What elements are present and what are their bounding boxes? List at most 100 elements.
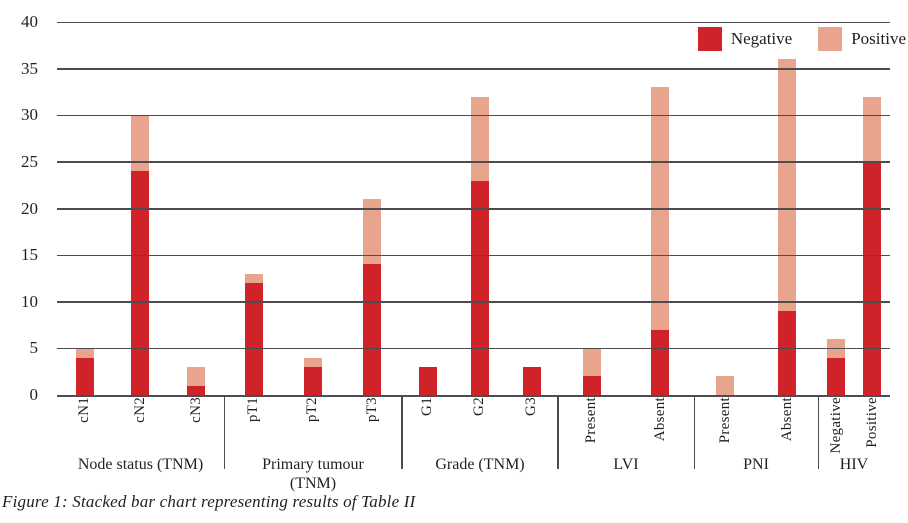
- x-tick-label: cN2: [132, 397, 148, 423]
- segment-positive: [363, 199, 382, 265]
- group-hiv: [818, 22, 890, 395]
- group-label: LVI: [613, 456, 639, 473]
- x-tick-label: G1: [419, 397, 436, 416]
- segment-positive: [131, 115, 150, 172]
- segment-negative: [131, 171, 150, 395]
- bar-pt1: [244, 273, 263, 395]
- x-tick-label: Absent: [651, 397, 668, 442]
- stacked-bar-chart: 0 5 10 15 20 25 30 35 40 Negative Positive cN1 cN2…: [0, 13, 906, 493]
- axis-group-hiv: Negative Positive HIV: [818, 397, 890, 489]
- segment-negative: [303, 367, 322, 395]
- segment-negative: [778, 311, 797, 395]
- bar-g3: [522, 367, 541, 395]
- group-pni: [694, 22, 818, 395]
- segment-positive: [716, 376, 734, 395]
- y-tick-label: 40: [21, 12, 38, 31]
- legend-swatch-negative: [697, 27, 722, 51]
- gridline-15: [57, 254, 890, 257]
- bar-pt3: [363, 199, 382, 395]
- gridline-10: [57, 301, 890, 303]
- axis-group-node-status-tnm-: cN1 cN2 cN3 Node status (TNM): [57, 395, 225, 489]
- segment-positive: [303, 357, 322, 368]
- bar-positive: [863, 96, 881, 395]
- tick-labels: Negative Positive: [818, 397, 890, 454]
- segment-negative: [418, 367, 437, 395]
- segment-negative: [863, 161, 881, 395]
- gridline-40: [57, 21, 890, 23]
- bar-groups: [57, 22, 890, 395]
- axis-group-primary-tumour-tnm-: pT1 pT2 pT3 Primary tumour (TNM): [224, 395, 403, 492]
- x-tick-label: cN3: [187, 397, 204, 423]
- axis-group-lvi: Present Absent LVI: [558, 395, 696, 489]
- bar-absent: [778, 59, 797, 395]
- tick-labels: Present Absent: [558, 397, 694, 451]
- segment-negative: [187, 385, 206, 395]
- y-tick-label: 10: [21, 291, 38, 311]
- legend-label: Positive: [851, 29, 906, 48]
- bar-cn2: [131, 115, 150, 395]
- y-axis-labels: 0 5 10 15 20 25 30 35 40: [0, 13, 44, 404]
- x-axis: cN1 cN2 cN3 Node status (TNM) pT1 pT2 pT3 Prima…: [57, 395, 890, 492]
- axis-group-pni: Present Absent PNI: [694, 395, 820, 489]
- gridline-20: [57, 208, 890, 210]
- plot-area: Negative Positive: [57, 21, 906, 397]
- y-tick-label: 0: [29, 385, 39, 404]
- bar-present: [582, 348, 601, 395]
- legend-item-negative: Negative: [697, 27, 793, 51]
- x-tick-label: pT2: [304, 397, 321, 423]
- group-grade-tnm-: [402, 22, 558, 395]
- group-label: Node status (TNM): [77, 456, 204, 473]
- group-label: Grade (TNM): [435, 456, 525, 473]
- segment-negative: [363, 264, 382, 395]
- segment-positive: [244, 273, 263, 284]
- x-tick-label: pT3: [363, 397, 380, 423]
- segment-positive: [470, 96, 489, 181]
- x-tick-label: G3: [523, 397, 540, 416]
- tick-labels: pT1 pT2 pT3: [224, 397, 402, 451]
- segment-negative: [522, 367, 541, 395]
- group-primary-tumour-tnm-: [224, 22, 402, 395]
- bar-g2: [470, 96, 489, 395]
- tick-labels: G1 G2 G3: [402, 397, 558, 451]
- figure-caption: Figure 1: Stacked bar chart representing…: [2, 492, 416, 511]
- x-tick-label: cN1: [76, 397, 93, 423]
- segment-negative: [582, 376, 601, 395]
- y-tick-label: 5: [29, 338, 39, 358]
- y-tick-label: 15: [21, 245, 38, 265]
- segment-negative: [75, 357, 94, 395]
- segment-negative: [827, 357, 846, 395]
- group-label: HIV: [839, 456, 869, 473]
- segment-positive: [778, 59, 797, 312]
- segment-positive: [187, 367, 206, 386]
- y-tick-label: 20: [21, 198, 38, 218]
- y-tick-label: 30: [21, 105, 38, 125]
- segment-positive: [582, 348, 601, 377]
- gridline-25: [57, 161, 890, 163]
- legend-item-positive: Positive: [818, 27, 906, 51]
- tick-labels: cN1 cN2 cN3: [57, 397, 224, 451]
- x-tick-label: Positive: [863, 397, 880, 448]
- x-tick-label: Present: [583, 397, 600, 444]
- gridline-35: [57, 68, 890, 70]
- segment-positive: [863, 96, 881, 162]
- group-node-status-tnm-: [57, 22, 224, 395]
- bar-present: [716, 376, 734, 395]
- axis-group-grade-tnm-: G1 G2 G3 Grade (TNM): [402, 395, 559, 489]
- y-tick-label: 35: [21, 58, 38, 78]
- x-tick-label: Present: [716, 397, 733, 444]
- segment-negative: [470, 180, 489, 395]
- segment-negative: [244, 283, 263, 395]
- gridline-30: [57, 114, 890, 117]
- legend-swatch-positive: [818, 27, 843, 51]
- segment-positive: [75, 348, 94, 358]
- legend: Negative Positive: [697, 27, 906, 51]
- gridline-5: [57, 347, 890, 350]
- bar-cn3: [187, 367, 206, 395]
- legend-label: Negative: [730, 29, 793, 48]
- bar-cn1: [75, 348, 94, 395]
- bar-g1: [418, 367, 437, 395]
- x-tick-label: Absent: [778, 397, 795, 442]
- tick-labels: Present Absent: [694, 397, 818, 451]
- group-label: PNI: [743, 456, 769, 473]
